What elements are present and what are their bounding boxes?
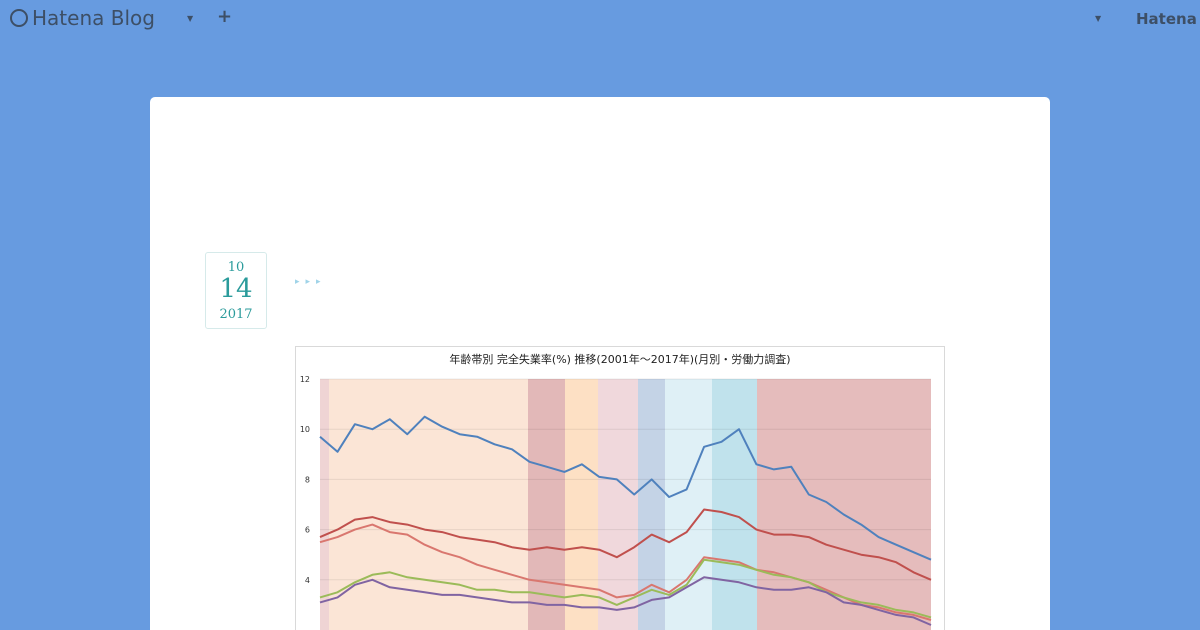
- chart-title: 年齢帯別 完全失業率(%) 推移(2001年～2017年)(月別・労働力調査): [449, 352, 790, 366]
- y-tick-label: 12: [300, 375, 310, 384]
- entry-date[interactable]: 10 14 2017: [205, 252, 267, 329]
- y-tick-label: 4: [305, 576, 310, 585]
- brand[interactable]: Hatena: [1136, 10, 1197, 28]
- day: 14: [219, 274, 253, 304]
- y-tick-label: 6: [305, 526, 310, 535]
- data-line: [319, 523, 932, 621]
- data-line: [319, 415, 932, 561]
- period-bands: [320, 379, 931, 630]
- year: 2017: [219, 307, 253, 322]
- month: 10: [227, 260, 245, 275]
- dropdown[interactable]: ▼: [1095, 14, 1102, 23]
- y-tick-label: 10: [300, 425, 310, 434]
- data-line: [319, 508, 932, 581]
- breadcrumb-icons: ▸▸▸: [295, 277, 327, 287]
- add-button[interactable]: +: [217, 6, 233, 27]
- dropdown[interactable]: ▼: [187, 14, 194, 23]
- logo[interactable]: Hatena Blog: [10, 6, 155, 30]
- chart: 年齢帯別 完全失業率(%) 推移(2001年～2017年)(月別・労働力調査) …: [295, 346, 945, 630]
- logo-text[interactable]: Hatena Blog: [32, 6, 155, 30]
- y-tick-label: 8: [305, 475, 310, 484]
- data-line: [319, 576, 932, 626]
